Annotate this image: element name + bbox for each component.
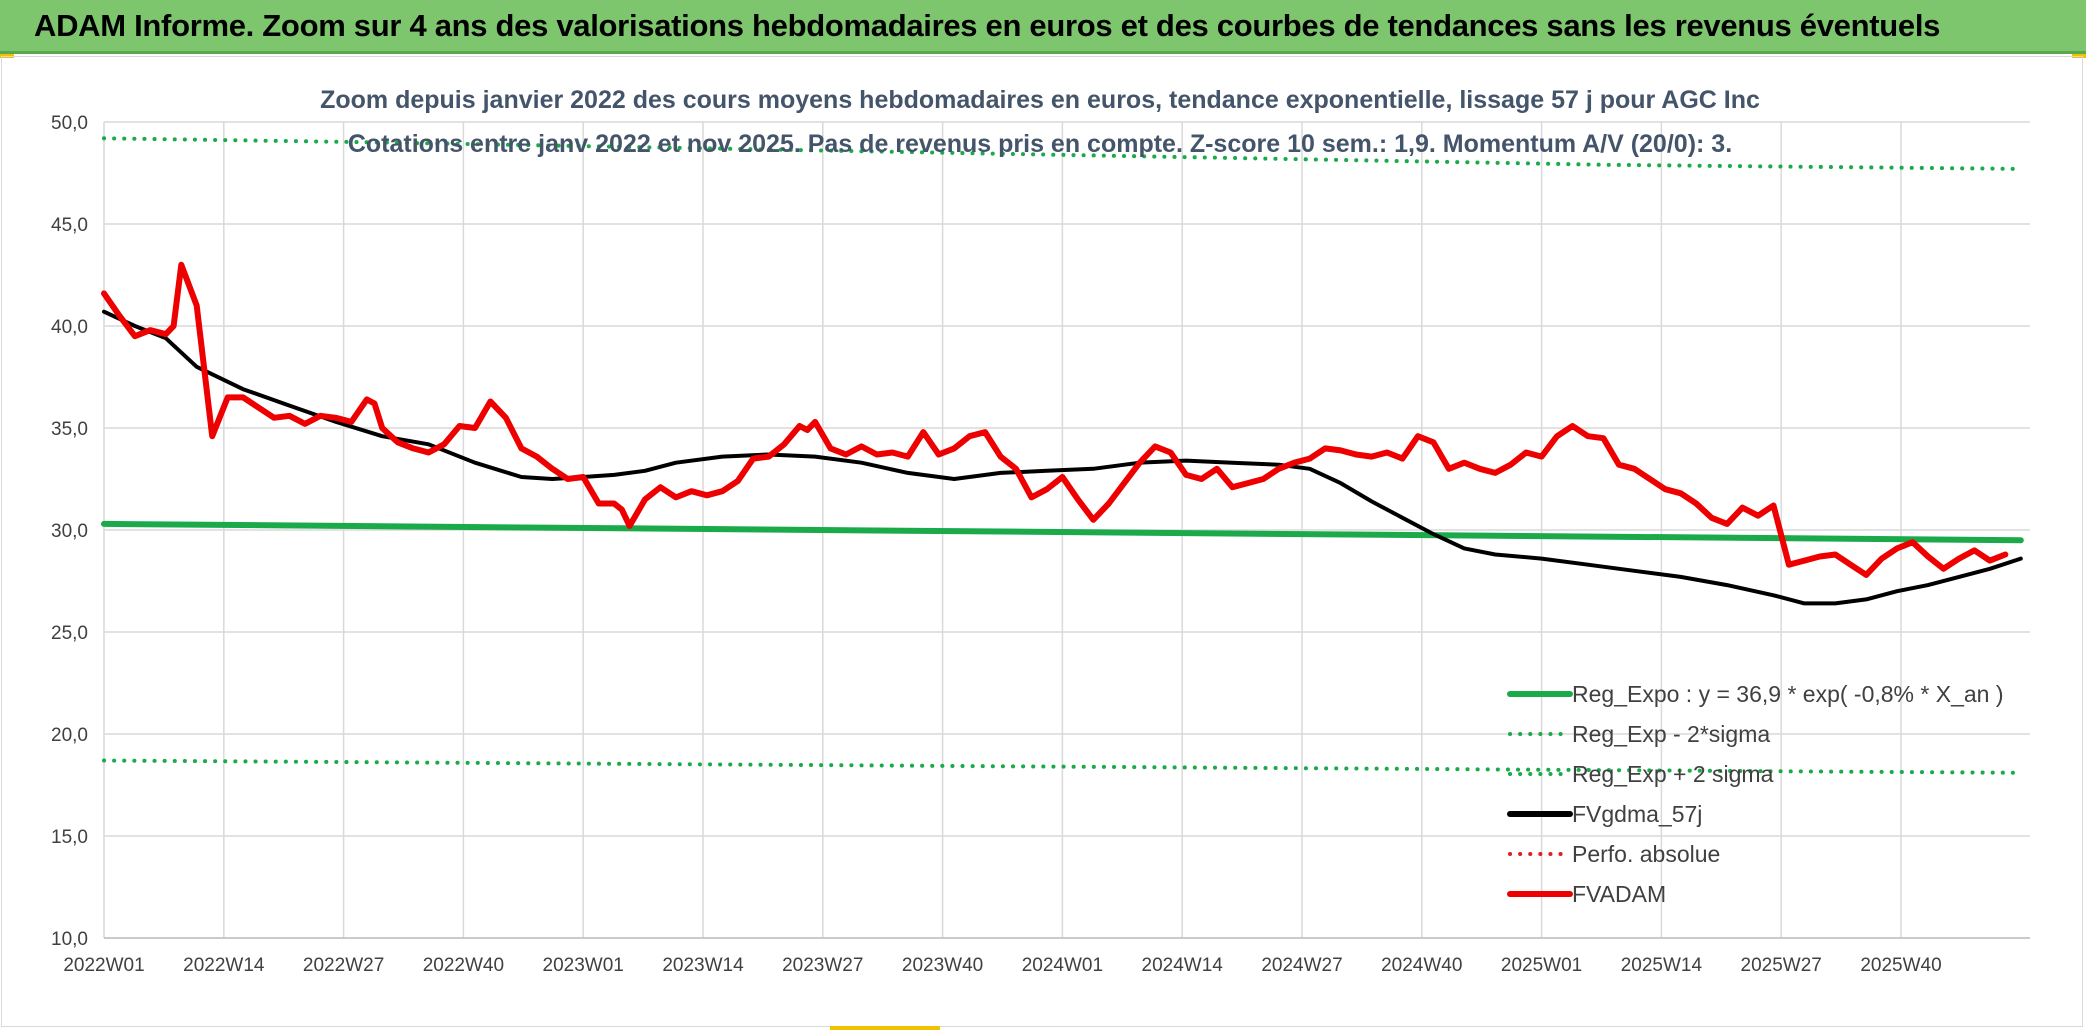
- chart-frame: [1, 56, 2083, 1027]
- chart-grid: [103, 121, 2030, 939]
- x-tick-label: 2024W01: [1022, 955, 1103, 976]
- legend-label: Reg_Exp + 2 sigma: [1572, 761, 1774, 787]
- x-tick-label: 2022W27: [303, 955, 384, 976]
- series-line-5: [101, 261, 2009, 578]
- page-title: ADAM Informe. Zoom sur 4 ans des valoris…: [34, 7, 1941, 43]
- accent-bottom: [830, 1026, 940, 1030]
- y-tick-label: 30,0: [51, 521, 88, 542]
- y-tick-label: 20,0: [51, 725, 88, 746]
- chart-series: [101, 136, 2024, 775]
- x-tick-label: 2025W01: [1501, 955, 1582, 976]
- y-tick-label: 50,0: [51, 113, 88, 134]
- legend-label: FVADAM: [1572, 881, 1666, 907]
- x-tick-label: 2023W01: [543, 955, 624, 976]
- y-tick-label: 15,0: [51, 827, 88, 848]
- page-header: ADAM Informe. Zoom sur 4 ans des valoris…: [0, 0, 2086, 54]
- x-tick-label: 2023W27: [782, 955, 863, 976]
- legend-label: Perfo. absolue: [1572, 841, 1720, 867]
- x-tick-label: 2023W14: [662, 955, 744, 976]
- chart-title: Zoom depuis janvier 2022 des cours moyen…: [320, 86, 1760, 114]
- x-tick-label: 2024W27: [1261, 955, 1342, 976]
- x-tick-label: 2022W01: [63, 955, 144, 976]
- x-tick-label: 2024W40: [1381, 955, 1462, 976]
- x-tick-label: 2025W40: [1860, 955, 1941, 976]
- y-tick-label: 35,0: [51, 419, 88, 440]
- y-tick-label: 45,0: [51, 215, 88, 236]
- x-tick-label: 2025W14: [1621, 955, 1703, 976]
- legend-label: Reg_Exp - 2*sigma: [1572, 721, 1770, 747]
- x-tick-label: 2024W14: [1142, 955, 1224, 976]
- y-axis: 10,0 15,0 20,0 25,0 30,0 35,0 40,0 45,0 50,0: [51, 113, 88, 950]
- y-tick-label: 10,0: [51, 929, 88, 950]
- y-tick-label: 40,0: [51, 317, 88, 338]
- x-tick-label: 2023W40: [902, 955, 983, 976]
- series-line-2: [102, 136, 2023, 171]
- chart-legend: Reg_Expo : y = 36,9 * exp( -0,8% * X_an …: [1507, 681, 2004, 907]
- x-axis: 2022W01 2022W14 2022W27 2022W40 2023W01 2023W…: [63, 937, 2030, 976]
- legend-label: Reg_Expo : y = 36,9 * exp( -0,8% * X_an …: [1572, 681, 2004, 707]
- x-tick-label: 2022W40: [423, 955, 504, 976]
- x-tick-label: 2025W27: [1741, 955, 1822, 976]
- legend-label: FVgdma_57j: [1572, 801, 1702, 827]
- chart-subtitle: Cotations entre janv 2022 et nov 2025. P…: [348, 130, 1732, 158]
- x-tick-label: 2022W14: [183, 955, 265, 976]
- y-tick-label: 25,0: [51, 623, 88, 644]
- series-line-1: [102, 758, 2023, 775]
- series-line-0: [101, 520, 2024, 544]
